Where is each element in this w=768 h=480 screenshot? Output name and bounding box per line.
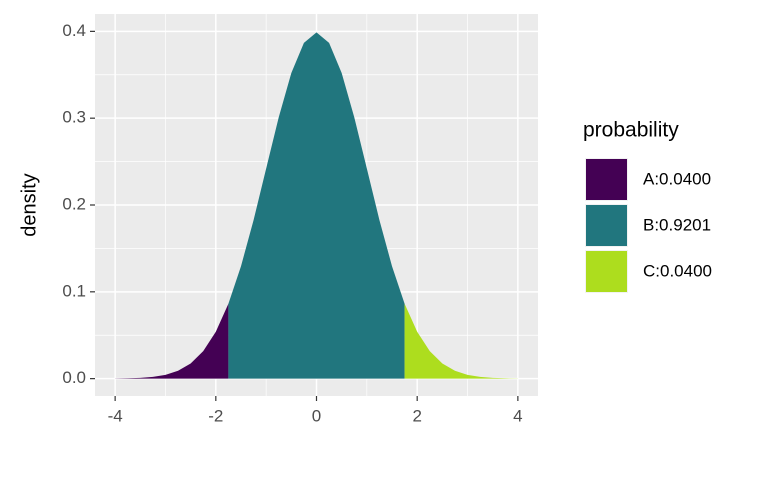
y-tick-label: 0.4	[62, 21, 86, 40]
legend-swatch	[586, 251, 627, 292]
legend-title: probability	[583, 119, 679, 142]
area	[228, 32, 405, 379]
area	[115, 303, 229, 379]
marks	[115, 32, 518, 379]
area	[404, 303, 518, 379]
y-tick-label: 0.3	[62, 108, 86, 127]
legend-label: C:0.0400	[643, 261, 712, 280]
y-tick-label: 0.0	[62, 368, 86, 387]
x-tick-label: -2	[208, 406, 223, 425]
y-tick-label: 0.1	[62, 281, 86, 300]
x-tick-label: 0	[312, 406, 321, 425]
x-tick-label: 2	[412, 406, 421, 425]
legend-label: A:0.0400	[643, 169, 711, 188]
y-axis-label: density	[18, 173, 40, 236]
legend-label: B:0.9201	[643, 215, 711, 234]
x-tick-label: 4	[513, 406, 522, 425]
legend-swatch	[586, 159, 627, 200]
x-tick-label: -4	[108, 406, 123, 425]
legend-swatch	[586, 205, 627, 246]
y-tick-label: 0.2	[62, 194, 86, 213]
